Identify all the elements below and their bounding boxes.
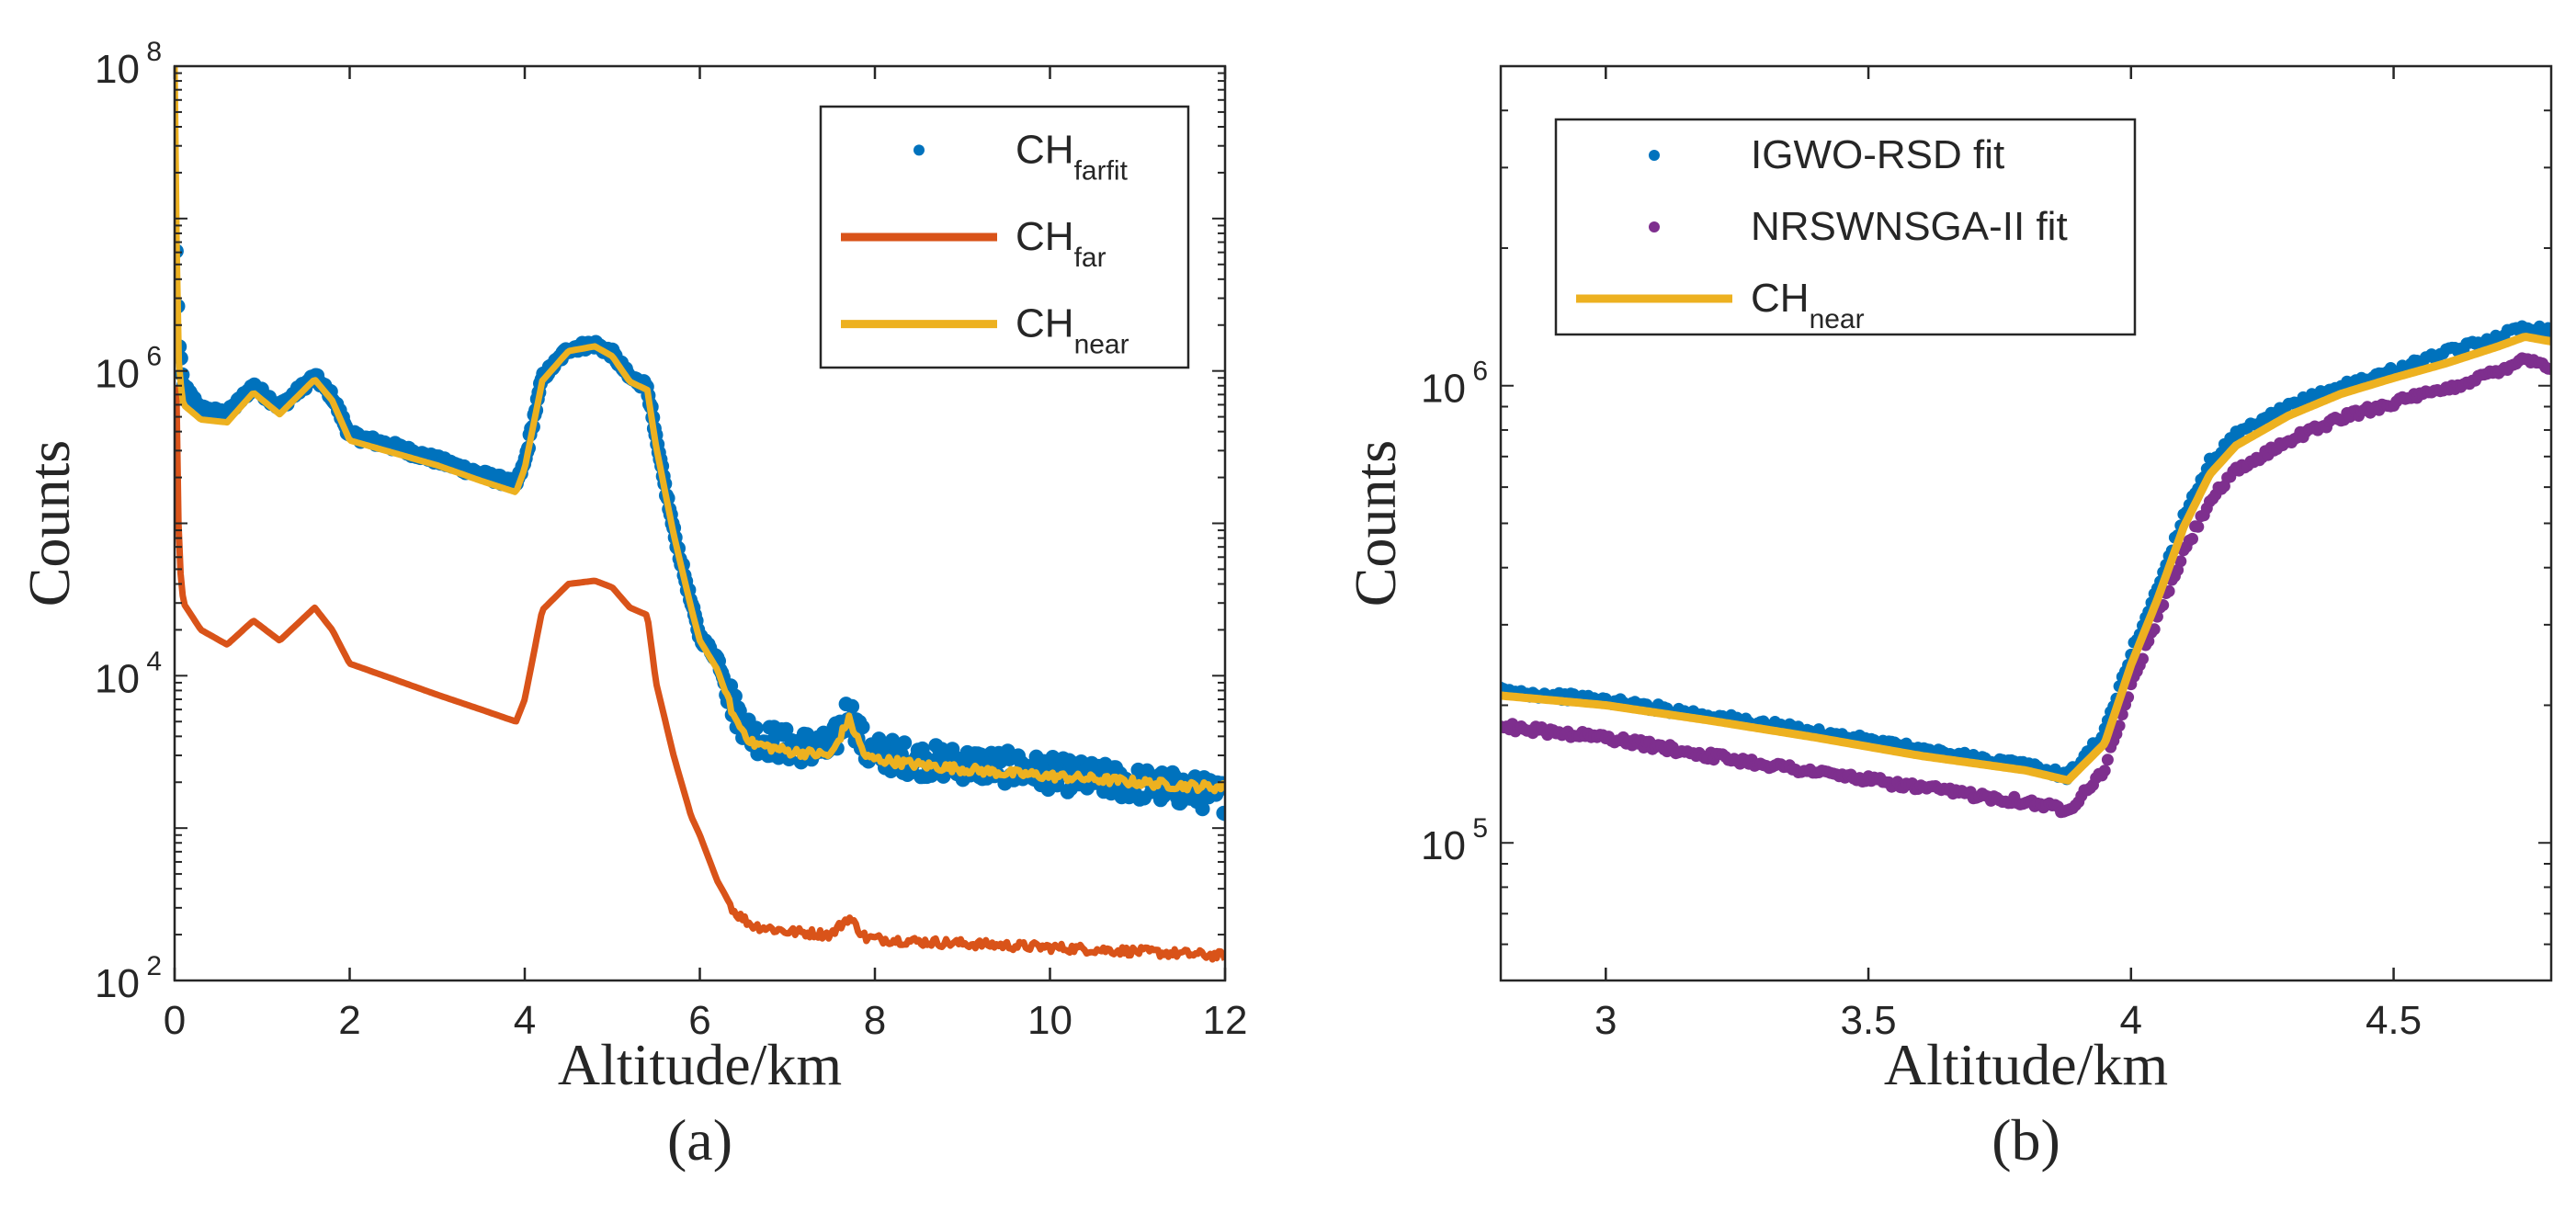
legend-label-subscript: near — [1810, 304, 1865, 334]
y-tick-exponent: 6 — [146, 342, 162, 372]
y-tick-label: 10 6 — [1421, 357, 1488, 412]
legend-label: NRSWNSGA-II fit — [1751, 204, 2068, 249]
data-point — [2545, 326, 2551, 339]
y-tick-label: 10 2 — [95, 951, 162, 1006]
x-tick-label: 0 — [164, 998, 186, 1043]
series-far — [175, 385, 1225, 963]
x-axis-label: Altitude/km — [1884, 1032, 2168, 1097]
legend-marker — [1649, 150, 1660, 161]
y-tick-exponent: 2 — [146, 951, 162, 981]
legend-marker — [1649, 221, 1660, 232]
panel-label: (b) — [1992, 1107, 2060, 1173]
legend-label-subscript: farfit — [1074, 155, 1129, 186]
series-line — [175, 66, 1225, 795]
data-point — [897, 735, 913, 751]
legend-label: IGWO-RSD fit — [1751, 132, 2004, 177]
data-point — [855, 720, 870, 735]
data-point — [2545, 363, 2551, 376]
data-point — [778, 721, 794, 737]
data-point — [2192, 520, 2205, 533]
x-tick-label: 4 — [2120, 998, 2142, 1043]
y-axis-label: Counts — [1343, 440, 1408, 606]
y-tick-base: 10 — [95, 961, 140, 1006]
data-point — [2162, 584, 2175, 597]
x-tick-label: 6 — [688, 998, 710, 1043]
series-line — [1501, 333, 2551, 785]
series-chnear — [1501, 333, 2551, 785]
data-point — [2174, 555, 2187, 568]
y-tick-base: 10 — [95, 47, 140, 92]
legend-entry: IGWO-RSD fit — [1649, 132, 2004, 177]
y-tick-label: 10 4 — [95, 646, 162, 701]
x-tick-label: 12 — [1203, 998, 1248, 1043]
y-tick-label: 10 8 — [95, 37, 162, 92]
data-point — [2101, 754, 2114, 766]
x-tick-label: 8 — [864, 998, 886, 1043]
y-tick-base: 10 — [1421, 823, 1466, 868]
y-tick-exponent: 8 — [146, 37, 162, 67]
y-tick-exponent: 5 — [1472, 813, 1488, 844]
x-tick-label: 4 — [514, 998, 536, 1043]
series-line — [175, 385, 1225, 963]
panel-label: (a) — [667, 1107, 732, 1173]
plot-series — [1501, 320, 2551, 819]
legend-label-subscript: near — [1074, 330, 1129, 360]
legend-entry: NRSWNSGA-II fit — [1649, 204, 2068, 249]
x-tick-label: 3 — [1594, 998, 1617, 1043]
x-axis-label: Altitude/km — [558, 1032, 842, 1097]
data-point — [2113, 720, 2126, 732]
data-point — [2137, 652, 2149, 665]
y-tick-label: 10 6 — [95, 342, 162, 397]
data-point — [2148, 623, 2161, 636]
legend-marker — [914, 144, 925, 156]
data-point — [1218, 806, 1225, 822]
x-tick-label: 4.5 — [2366, 998, 2422, 1043]
y-tick-base: 10 — [95, 352, 140, 397]
y-tick-exponent: 4 — [146, 646, 162, 676]
x-tick-label: 3.5 — [1840, 998, 1896, 1043]
x-tick-label: 2 — [338, 998, 360, 1043]
data-point — [2098, 765, 2111, 777]
series-nrswnsga — [1501, 352, 2551, 819]
plot-series — [175, 66, 1225, 963]
y-axis-label: Counts — [17, 440, 82, 606]
x-tick-label: 10 — [1027, 998, 1072, 1043]
data-point — [748, 720, 764, 736]
series-near — [175, 66, 1225, 795]
data-point — [1195, 801, 1210, 817]
legend-label-subscript: far — [1074, 243, 1106, 273]
y-tick-label: 10 5 — [1421, 813, 1488, 868]
data-point — [845, 698, 860, 714]
y-tick-base: 10 — [95, 656, 140, 701]
y-tick-base: 10 — [1421, 367, 1466, 412]
chart-panel-b: 3 3.5 4 4.510 510 6Altitude/kmCounts(b)IGWO-R… — [1343, 64, 2553, 1173]
data-point — [2186, 532, 2198, 545]
y-tick-exponent: 6 — [1472, 357, 1488, 387]
